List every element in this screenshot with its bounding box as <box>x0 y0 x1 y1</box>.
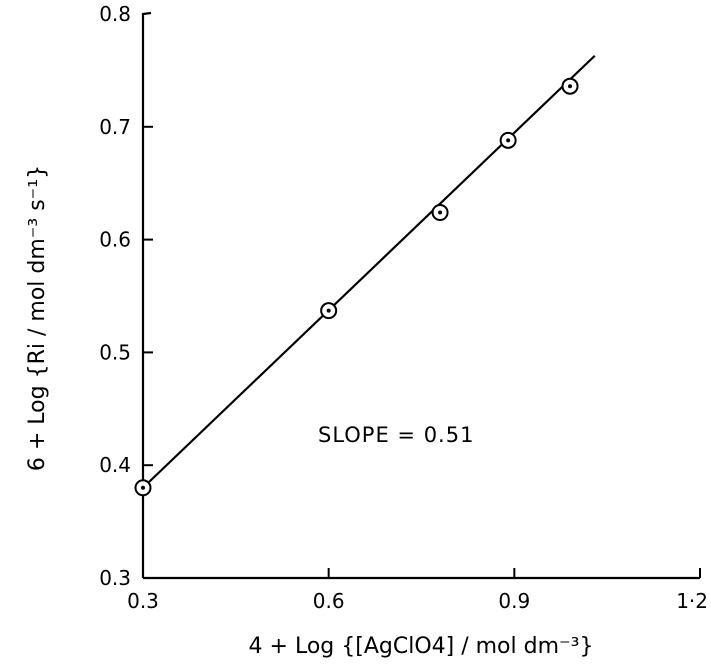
data-point <box>561 77 579 95</box>
y-tick-label: 0.7 <box>99 115 131 139</box>
y-tick-label: 0.8 <box>99 2 131 26</box>
y-axis-label: 6 + Log {Ri / mol dm⁻³ s⁻¹} <box>25 165 50 471</box>
x-tick-label: 1·2 <box>676 589 708 613</box>
ticks: 0.3 0.4 0.5 0.6 0.7 0.8 0.3 0.6 0.9 1·2 <box>99 2 708 613</box>
y-tick-label: 0.4 <box>99 453 131 477</box>
x-tick-label: 0.3 <box>127 589 159 613</box>
fit-line <box>142 54 596 489</box>
slope-annotation: SLOPE = 0.51 <box>318 423 474 447</box>
y-tick-label: 0.3 <box>99 566 131 590</box>
data-point-dot <box>438 210 443 215</box>
fit-line-group <box>142 54 596 489</box>
axes <box>141 11 700 580</box>
x-tick-label: 0.9 <box>498 589 530 613</box>
data-point <box>499 131 517 149</box>
data-point <box>320 302 338 320</box>
data-point-dot <box>506 138 511 143</box>
data-point-dot <box>326 308 331 313</box>
y-tick-label: 0.5 <box>99 340 131 364</box>
data-points <box>134 77 579 497</box>
data-point-dot <box>568 84 573 89</box>
y-axis <box>141 11 152 578</box>
x-tick-label: 0.6 <box>313 589 345 613</box>
x-axis-label: 4 + Log {[AgClO4] / mol dm⁻³} <box>249 634 594 659</box>
data-point <box>431 204 449 222</box>
data-point <box>134 479 152 497</box>
data-point-dot <box>141 485 145 490</box>
y-tick-label: 0.6 <box>99 228 131 252</box>
